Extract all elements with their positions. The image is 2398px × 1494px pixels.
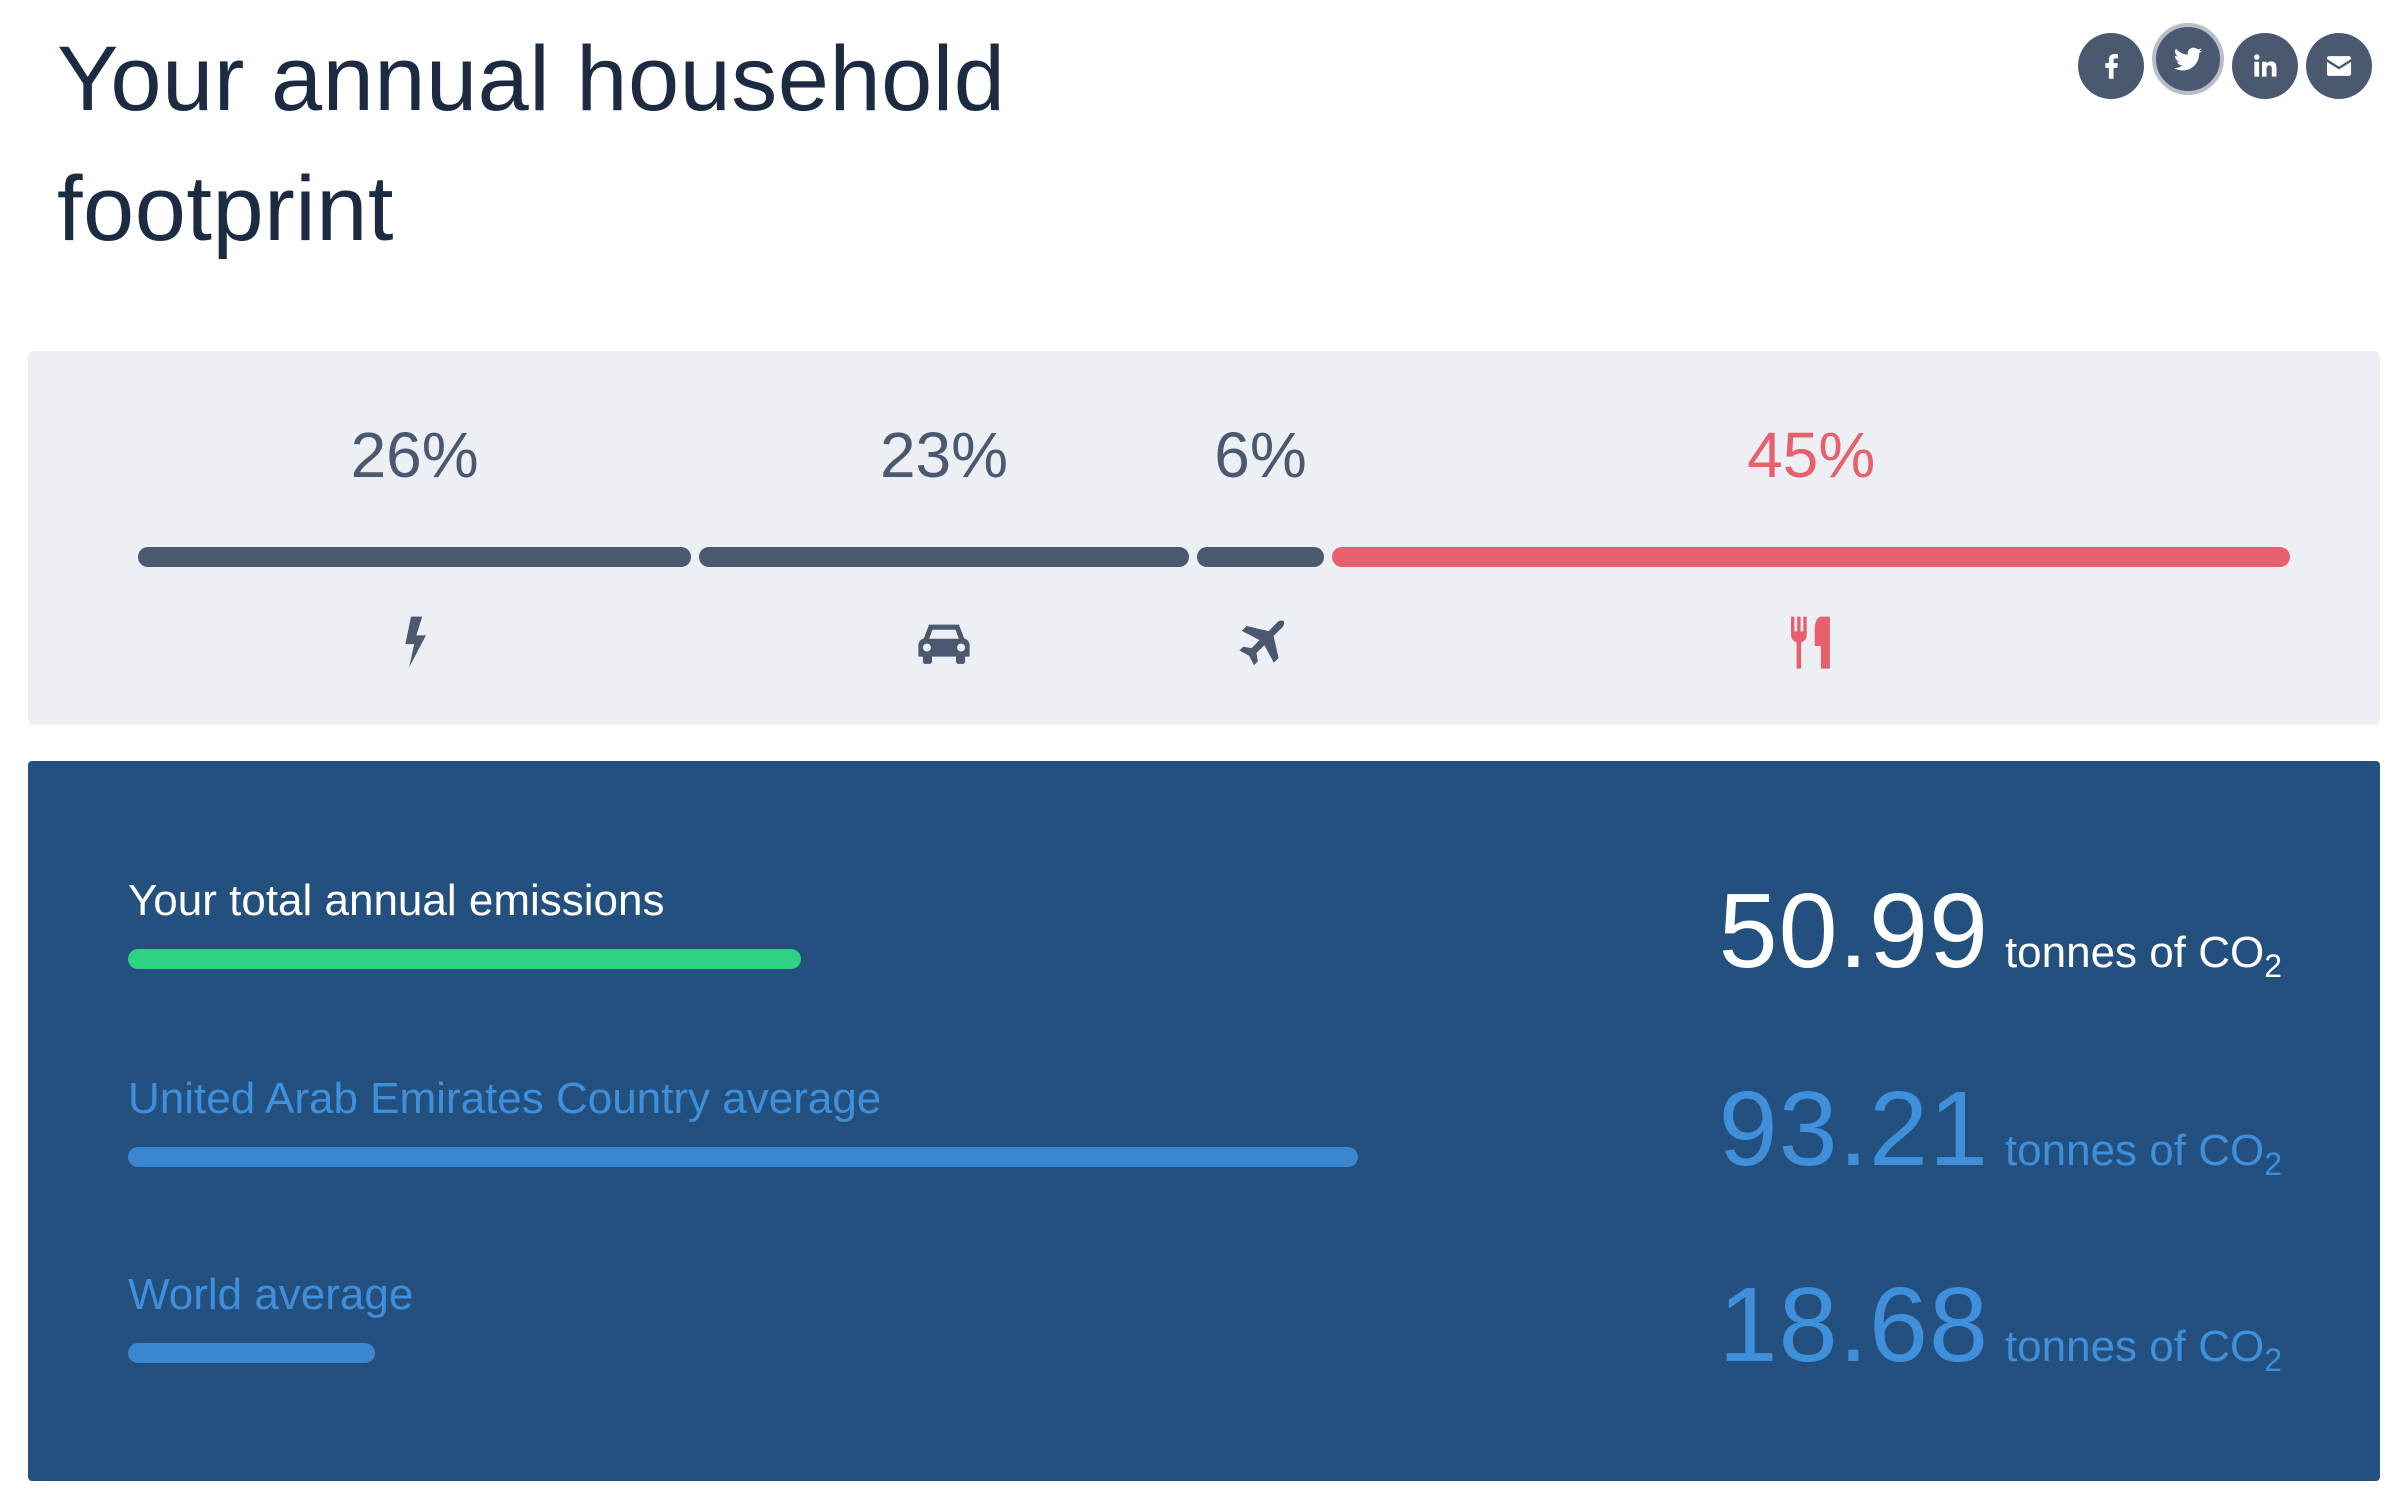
- footprint-breakdown: 26% 23% 6% 45%: [28, 351, 2380, 725]
- page-title: Your annual household footprint: [57, 28, 1006, 260]
- comparison-label: Your total annual emissions: [128, 876, 665, 925]
- comparison-bar: [128, 1147, 1358, 1167]
- share-linkedin-button[interactable]: [2232, 33, 2298, 99]
- unit-subscript: 2: [2264, 1342, 2282, 1378]
- segment-food: 45%: [1332, 351, 2290, 725]
- share-twitter-button[interactable]: [2152, 23, 2224, 95]
- segment-percent: 23%: [879, 419, 1009, 491]
- share-facebook-button[interactable]: [2078, 33, 2144, 99]
- comparison-unit: tonnes of CO2: [2005, 1126, 2282, 1183]
- segment-bar: [699, 547, 1189, 567]
- airplane-icon: [1238, 620, 1285, 666]
- unit-subscript: 2: [2264, 1146, 2282, 1182]
- segment-icon: [1776, 607, 1846, 677]
- comparison-number: 93.21: [1718, 1070, 1989, 1188]
- comparison-label: World average: [128, 1270, 414, 1319]
- share-bar: [2078, 23, 2380, 102]
- comparison-unit: tonnes of CO2: [2005, 1322, 2282, 1379]
- segment-percent: 6%: [1214, 419, 1307, 491]
- lightning-icon: [405, 616, 426, 668]
- segment-icon: [909, 607, 979, 677]
- unit-text: tonnes of CO: [2004, 928, 2265, 977]
- comparison-row-country: United Arab Emirates Country average 93.…: [28, 1069, 2380, 1219]
- comparison-bar: [128, 949, 801, 969]
- facebook-icon: [2105, 53, 2118, 79]
- segment-percent: 26%: [350, 419, 479, 491]
- segment-bar: [1332, 547, 2290, 567]
- unit-text: tonnes of CO: [2004, 1126, 2265, 1175]
- share-email-button[interactable]: [2306, 33, 2372, 99]
- fork-knife-icon: [1791, 616, 1831, 669]
- twitter-icon: [2173, 47, 2203, 71]
- comparison-label: United Arab Emirates Country average: [128, 1074, 882, 1123]
- segment-energy: 26%: [138, 351, 692, 725]
- comparison-value: 18.68 tonnes of CO2: [1719, 1265, 2282, 1385]
- comparison-row-world: World average 18.68 tonnes of CO2: [28, 1265, 2380, 1415]
- segment-icon: [380, 607, 450, 677]
- segment-flights: 6%: [1196, 351, 1325, 725]
- comparison-row-you: Your total annual emissions 50.99 tonnes…: [28, 871, 2380, 1021]
- unit-text: tonnes of CO: [2004, 1322, 2265, 1371]
- segment-bar: [1196, 547, 1325, 567]
- comparison-number: 50.99: [1718, 872, 1989, 990]
- segment-car: 23%: [699, 351, 1189, 725]
- segment-percent: 45%: [1747, 419, 1876, 491]
- unit-subscript: 2: [2264, 948, 2282, 984]
- comparison-number: 18.68: [1718, 1266, 1989, 1384]
- comparison-bar: [128, 1343, 375, 1363]
- mail-icon: [2326, 56, 2352, 76]
- comparison-value: 93.21 tonnes of CO2: [1719, 1069, 2282, 1189]
- car-icon: [918, 624, 970, 664]
- segment-icon: [1226, 607, 1296, 677]
- segment-bar: [138, 547, 692, 567]
- linkedin-icon: [2254, 54, 2277, 77]
- comparison-value: 50.99 tonnes of CO2: [1719, 871, 2282, 991]
- comparison-unit: tonnes of CO2: [2005, 928, 2282, 985]
- emissions-comparison: Your total annual emissions 50.99 tonnes…: [28, 761, 2380, 1481]
